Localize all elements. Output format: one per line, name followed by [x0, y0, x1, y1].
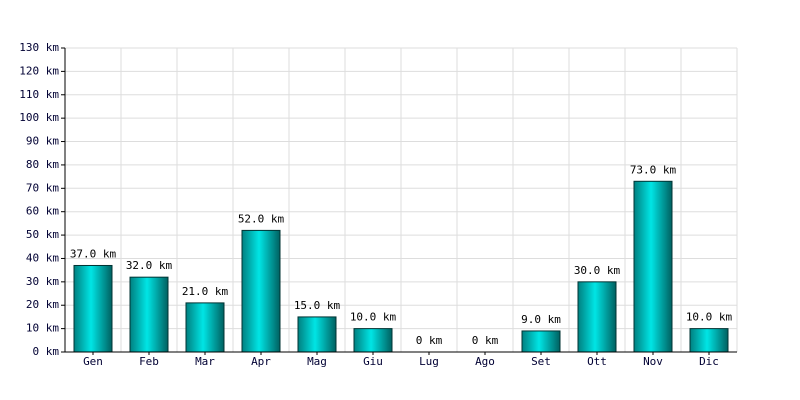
value-label: 73.0 km: [630, 163, 677, 176]
x-tick-label: Ago: [475, 355, 495, 368]
y-tick-label: 60 km: [26, 205, 59, 218]
y-tick-label: 120 km: [19, 64, 59, 77]
value-label: 9.0 km: [521, 313, 561, 326]
y-tick-label: 30 km: [26, 275, 59, 288]
value-label: 10.0 km: [686, 311, 733, 324]
y-tick-label: 0 km: [33, 345, 60, 358]
value-label: 0 km: [416, 334, 443, 347]
x-tick-label: Lug: [419, 355, 439, 368]
bar: [521, 330, 561, 353]
x-tick-label: Gen: [83, 355, 103, 368]
bar: [185, 302, 225, 353]
value-label: 21.0 km: [182, 285, 229, 298]
value-label: 10.0 km: [350, 311, 397, 324]
x-tick-label: Giu: [363, 355, 383, 368]
y-tick-label: 100 km: [19, 111, 59, 124]
x-tick-label: Apr: [251, 355, 271, 368]
y-tick-label: 10 km: [26, 322, 59, 335]
bar: [241, 229, 281, 353]
x-tick-label: Feb: [139, 355, 159, 368]
bar: [577, 281, 617, 353]
y-tick-label: 20 km: [26, 298, 59, 311]
x-tick-label: Set: [531, 355, 551, 368]
x-tick-label: Ott: [587, 355, 607, 368]
value-label: 32.0 km: [126, 259, 173, 272]
bar: [633, 180, 673, 353]
value-label: 0 km: [472, 334, 499, 347]
x-tick-label: Dic: [699, 355, 719, 368]
x-tick-label: Mar: [195, 355, 215, 368]
x-tick-label: Nov: [643, 355, 663, 368]
x-tick-label: Mag: [307, 355, 327, 368]
value-label: 37.0 km: [70, 247, 117, 260]
y-tick-label: 130 km: [19, 41, 59, 54]
value-label: 30.0 km: [574, 264, 621, 277]
y-tick-label: 110 km: [19, 88, 59, 101]
value-label: 52.0 km: [238, 212, 285, 225]
y-tick-label: 80 km: [26, 158, 59, 171]
y-tick-label: 50 km: [26, 228, 59, 241]
y-tick-label: 40 km: [26, 251, 59, 264]
bar: [73, 264, 113, 353]
bar: [129, 276, 169, 353]
value-label: 15.0 km: [294, 299, 341, 312]
bar: [297, 316, 337, 353]
bar: [689, 328, 729, 353]
bar: [353, 328, 393, 353]
y-tick-label: 70 km: [26, 181, 59, 194]
y-tick-label: 90 km: [26, 135, 59, 148]
